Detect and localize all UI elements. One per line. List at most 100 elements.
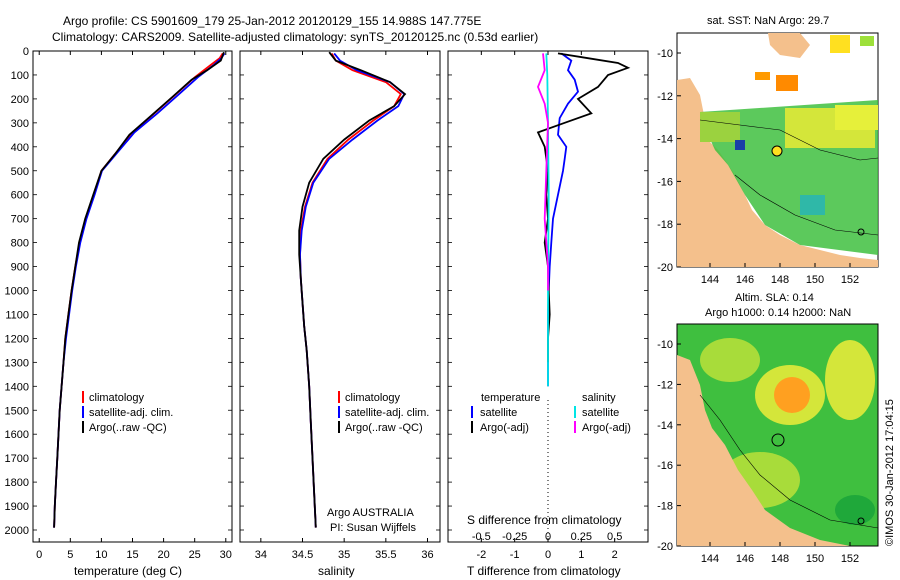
sla-map (676, 323, 879, 547)
legend-title-temperature: temperature (481, 392, 540, 404)
legend-label-argo: Argo(..raw -QC) (89, 422, 167, 434)
imos-stamp: ©IMOS 30-Jan-2012 17:04:15 (884, 399, 896, 546)
legend-label-t-argo: Argo(-adj) (480, 422, 529, 434)
x-tick-label: -2 (476, 549, 486, 561)
x-tick-label: 0 (545, 549, 551, 561)
x-tick-label: 36 (421, 549, 433, 561)
x-tick-label-s: -0.25 (502, 531, 527, 543)
y-tick-label: 1400 (5, 381, 29, 393)
x-tick-label: 2 (612, 549, 618, 561)
sst-map-title: sat. SST: NaN Argo: 29.7 (707, 15, 829, 27)
map-y-tick-label: -18 (657, 219, 673, 231)
legend-title-salinity: salinity (582, 392, 616, 404)
legend-label-climatology: climatology (89, 392, 145, 404)
y-tick-label: 200 (11, 94, 29, 106)
temperature-series (53, 51, 226, 528)
salinity-xticks: 34 34.5 35 35.5 36 (255, 51, 434, 561)
x-tick-label-s: -0.5 (472, 531, 491, 543)
depth-axis: 0 100 200 300 400 500 600 700 800 900 1000 1100 1200… (5, 46, 648, 537)
y-tick-label: 1300 (5, 357, 29, 369)
legend-label-satellite: satellite-adj. clim. (345, 407, 429, 419)
salinity-xlabel: salinity (318, 564, 355, 578)
series-line-argo-raw-qc- (53, 51, 225, 528)
difference-top-label: S difference from climatology (467, 513, 622, 527)
map-y-tick-label: -16 (657, 176, 673, 188)
x-tick-label: 35 (338, 549, 350, 561)
map-y-tick-label: -16 (657, 460, 673, 472)
x-tick-label-s: 0.5 (607, 531, 622, 543)
land-australia-sla (677, 355, 850, 546)
map-y-tick-label: -12 (657, 91, 673, 103)
map-y-tick-label: -14 (657, 134, 673, 146)
y-tick-label: 1800 (5, 477, 29, 489)
y-tick-label: 1200 (5, 333, 29, 345)
x-tick-label: 34 (255, 549, 267, 561)
y-tick-label: 2000 (5, 525, 29, 537)
map-x-tick-label: 146 (736, 553, 754, 565)
series-line-satellite-salinity- (545, 53, 550, 387)
difference-series (536, 52, 631, 540)
x-tick-label: 0 (36, 549, 42, 561)
legend-label-climatology: climatology (345, 392, 401, 404)
map-y-tick-label: -20 (657, 262, 673, 274)
y-tick-label: 1900 (5, 501, 29, 513)
y-tick-label: 1700 (5, 453, 29, 465)
temperature-legend: climatology satellite-adj. clim. Argo(..… (82, 391, 173, 434)
map-x-tick-label: 148 (771, 553, 789, 565)
sla-map-title-1: Altim. SLA: 0.14 (735, 292, 814, 304)
salinity-note-1: Argo AUSTRALIA (327, 507, 414, 519)
x-tick-label: 1 (578, 549, 584, 561)
y-tick-label: 600 (11, 190, 29, 202)
sst-map (676, 32, 879, 268)
map-y-tick-label: -20 (657, 541, 673, 553)
x-tick-label: 25 (189, 549, 201, 561)
y-tick-label: 1100 (5, 309, 29, 321)
land-png (768, 33, 810, 58)
series-line-argo-adj-salinity- (537, 53, 549, 291)
y-tick-label: 0 (23, 46, 29, 58)
map-x-tick-label: 144 (701, 553, 719, 565)
y-tick-label: 500 (11, 166, 29, 178)
x-tick-label: 34.5 (292, 549, 313, 561)
legend-label-s-argo: Argo(-adj) (582, 422, 631, 434)
sst-map-ticks: 144 146 148 150 152 -10 -12 -14 -16 -18 -20 (657, 48, 859, 286)
temperature-panel (32, 50, 233, 543)
x-tick-label: 30 (220, 549, 232, 561)
difference-legend: temperature salinity satellite Argo(-adj… (471, 392, 631, 434)
x-tick-label-s: 0.25 (571, 531, 592, 543)
land-australia (677, 78, 878, 267)
x-tick-label: 15 (126, 549, 138, 561)
map-x-tick-label: 152 (841, 274, 859, 286)
x-tick-label: -1 (510, 549, 520, 561)
salinity-panel (239, 50, 441, 543)
sla-map-title-2: Argo h1000: 0.14 h2000: NaN (705, 307, 851, 319)
temperature-xticks: 0 5 10 15 20 25 30 (36, 51, 232, 561)
header-line2: Climatology: CARS2009. Satellite-adjuste… (52, 30, 538, 44)
map-x-tick-label: 148 (771, 274, 789, 286)
map-y-tick-label: -10 (657, 339, 673, 351)
salinity-series (298, 51, 407, 528)
y-tick-label: 1600 (5, 429, 29, 441)
x-tick-label: 10 (95, 549, 107, 561)
map-y-tick-label: -18 (657, 501, 673, 513)
map-x-tick-label: 146 (736, 274, 754, 286)
map-x-tick-label: 150 (806, 553, 824, 565)
map-x-tick-label: 152 (841, 553, 859, 565)
y-tick-label: 300 (11, 118, 29, 130)
y-tick-label: 900 (11, 262, 29, 274)
legend-label-s-satellite: satellite (582, 407, 619, 419)
map-x-tick-label: 144 (701, 274, 719, 286)
legend-label-satellite: satellite-adj. clim. (89, 407, 173, 419)
salinity-legend: climatology satellite-adj. clim. Argo(..… (327, 391, 429, 534)
y-tick-label: 700 (11, 214, 29, 226)
map-x-tick-label: 150 (806, 274, 824, 286)
y-tick-label: 800 (11, 238, 29, 250)
map-y-tick-label: -14 (657, 420, 673, 432)
difference-xticks: -2 -1 0 1 2 -0.5 -0.25 0 0.25 0.5 (472, 51, 622, 561)
difference-xlabel: T difference from climatology (467, 564, 621, 578)
temperature-xlabel: temperature (deg C) (74, 564, 182, 578)
legend-label-t-satellite: satellite (480, 407, 517, 419)
y-tick-label: 1500 (5, 405, 29, 417)
y-tick-label: 100 (11, 70, 29, 82)
